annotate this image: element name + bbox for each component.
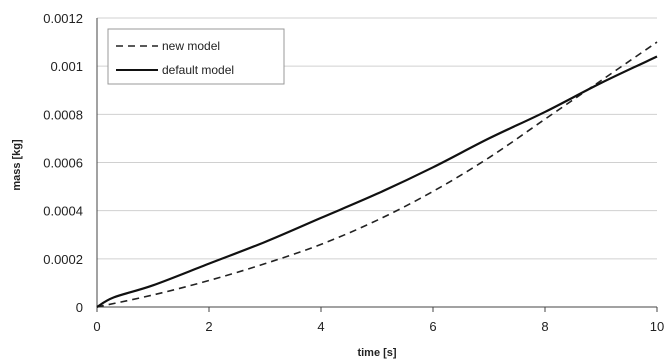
- x-tick-label: 8: [541, 319, 548, 334]
- y-tick-label: 0.0006: [43, 156, 83, 171]
- y-tick-label: 0: [76, 300, 83, 315]
- series-lines: [96, 41, 658, 308]
- x-tick-label: 0: [93, 319, 100, 334]
- x-axis-title: time [s]: [357, 347, 396, 359]
- x-tick-label: 2: [205, 319, 212, 334]
- y-tick-label: 0.0008: [43, 107, 83, 122]
- y-axis-title: mass [kg]: [11, 139, 23, 191]
- tick-labels: 0 0.0002 0.0004 0.0006 0.0008 0.001 0.0012 0 2 4 6…: [43, 11, 664, 334]
- y-tick-label: 0.0004: [43, 204, 83, 219]
- legend-label-default-model: default model: [162, 63, 234, 77]
- x-tick-label: 4: [317, 319, 324, 334]
- legend-label-new-model: new model: [162, 39, 220, 53]
- series-line-new-model: [96, 41, 658, 308]
- y-tick-label: 0.001: [50, 59, 83, 74]
- legend: new model default model: [107, 28, 285, 85]
- y-tick-label: 0.0002: [43, 252, 83, 267]
- series-line-default-model: [96, 55, 658, 308]
- x-tick-label: 6: [429, 319, 436, 334]
- legend-box: [107, 28, 285, 85]
- x-tick-label: 10: [650, 319, 664, 334]
- y-tick-label: 0.0012: [43, 11, 83, 26]
- axes: [96, 18, 658, 312]
